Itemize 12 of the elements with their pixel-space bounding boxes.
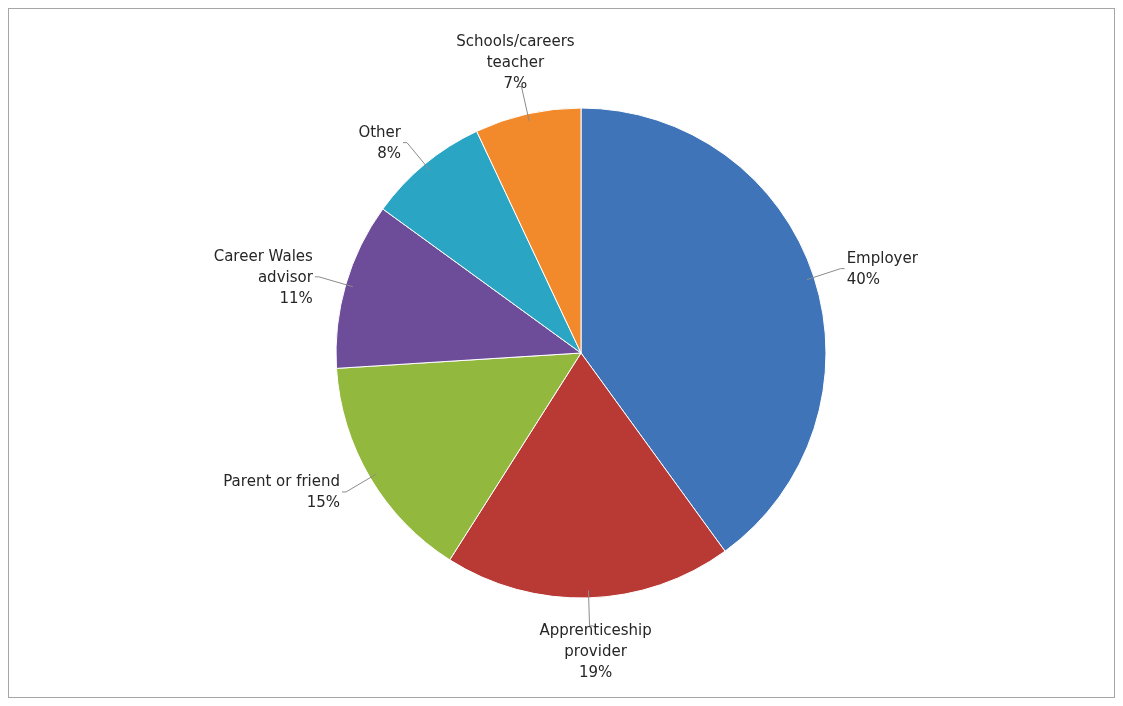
slice-label: Career Wales advisor [213,246,314,286]
data-label: 40% [846,269,880,288]
slice-label: Schools/careers teacher [456,31,575,71]
slice-label: Parent or friend [223,471,341,490]
data-label: 19% [578,662,613,681]
slice-label: Other [358,122,402,141]
data-label: 7% [503,73,528,92]
slice-label: Apprenticeship provider [539,620,652,660]
data-label: 15% [306,492,341,511]
slice-label: Employer [846,248,919,267]
data-label: 8% [377,143,401,162]
data-label: 11% [279,288,313,307]
